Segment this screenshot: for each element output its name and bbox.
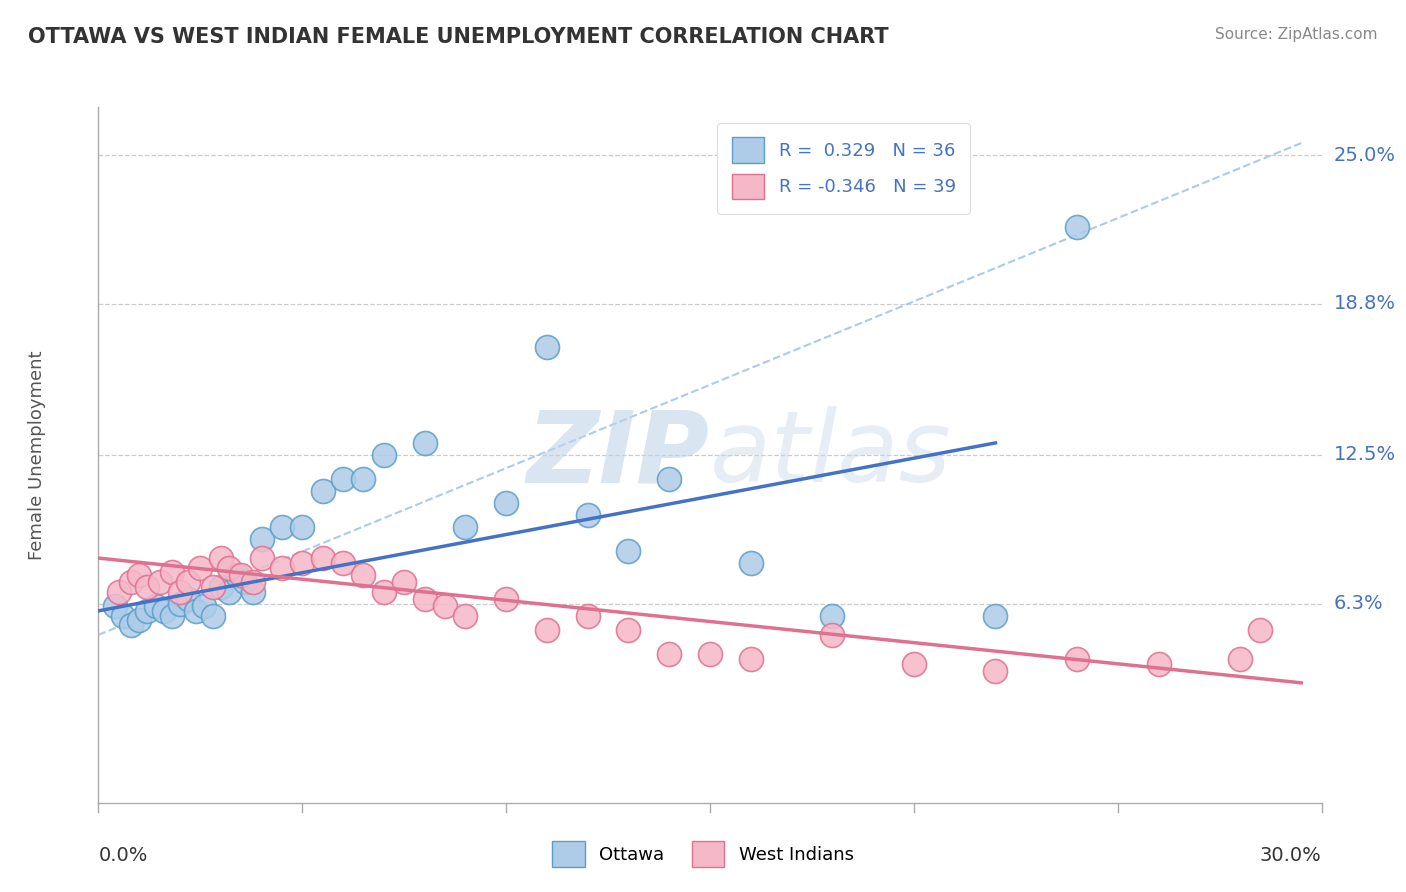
Point (149, 575, 172, 590)
Text: 18.8%: 18.8% (1334, 294, 1396, 313)
Point (145, 599, 167, 613)
Point (136, 604, 159, 618)
Point (495, 591, 517, 606)
Point (160, 566, 183, 580)
Point (434, 599, 457, 613)
Point (209, 551, 232, 566)
Point (352, 472, 374, 486)
Point (392, 575, 416, 590)
Text: ZIP: ZIP (527, 407, 710, 503)
Point (120, 618, 142, 632)
Point (984, 664, 1007, 678)
Text: Source: ZipAtlas.com: Source: ZipAtlas.com (1215, 27, 1378, 42)
Text: OTTAWA VS WEST INDIAN FEMALE UNEMPLOYMENT CORRELATION CHART: OTTAWA VS WEST INDIAN FEMALE UNEMPLOYMEN… (28, 27, 889, 46)
Point (291, 556, 314, 570)
Point (160, 608, 183, 623)
Point (454, 520, 477, 534)
Point (413, 436, 436, 450)
Text: 6.3%: 6.3% (1334, 594, 1384, 613)
Point (495, 496, 517, 510)
Point (218, 584, 240, 599)
Point (658, 472, 681, 486)
Text: 25.0%: 25.0% (1334, 145, 1396, 164)
Point (201, 608, 224, 623)
Point (536, 623, 558, 637)
Point (136, 580, 159, 594)
Point (903, 657, 925, 671)
Point (1147, 657, 1170, 671)
Point (209, 580, 232, 594)
Text: atlas: atlas (710, 407, 952, 503)
Point (617, 544, 640, 558)
Point (312, 483, 335, 498)
Point (373, 448, 395, 462)
Point (454, 608, 477, 623)
Point (821, 608, 844, 623)
Point (201, 580, 224, 594)
Point (413, 591, 436, 606)
Point (658, 647, 681, 661)
Point (1229, 652, 1251, 666)
Point (821, 628, 844, 642)
Point (250, 551, 273, 566)
Point (1249, 623, 1271, 637)
Point (270, 520, 294, 534)
Point (169, 584, 191, 599)
Point (177, 575, 200, 590)
Point (1066, 219, 1088, 234)
Point (177, 591, 200, 606)
Point (352, 567, 374, 582)
Point (233, 575, 256, 590)
Text: 0.0%: 0.0% (98, 846, 148, 865)
Point (186, 604, 208, 618)
Point (218, 560, 240, 574)
Point (740, 556, 762, 570)
Point (576, 508, 599, 522)
Point (120, 575, 142, 590)
Point (128, 567, 150, 582)
Point (152, 604, 174, 618)
Point (242, 575, 264, 590)
Point (169, 597, 191, 611)
Point (128, 614, 150, 628)
Point (740, 652, 762, 666)
Point (332, 556, 354, 570)
Point (617, 623, 640, 637)
Point (576, 608, 599, 623)
Legend: R =  0.329   N = 36, R = -0.346   N = 39: R = 0.329 N = 36, R = -0.346 N = 39 (717, 123, 970, 214)
Point (188, 560, 212, 574)
Point (193, 599, 215, 613)
Point (699, 647, 721, 661)
Point (312, 551, 335, 566)
Point (231, 567, 253, 582)
Point (984, 608, 1007, 623)
Point (536, 340, 558, 354)
Point (1066, 652, 1088, 666)
Point (291, 520, 314, 534)
Point (104, 599, 127, 613)
Legend: Ottawa, West Indians: Ottawa, West Indians (546, 834, 860, 874)
Text: Female Unemployment: Female Unemployment (28, 351, 46, 559)
Point (332, 472, 354, 486)
Text: 30.0%: 30.0% (1260, 846, 1322, 865)
Point (242, 584, 264, 599)
Point (111, 608, 134, 623)
Point (108, 584, 131, 599)
Point (226, 567, 249, 582)
Text: 12.5%: 12.5% (1334, 445, 1396, 465)
Point (270, 560, 294, 574)
Point (373, 584, 395, 599)
Point (250, 532, 273, 546)
